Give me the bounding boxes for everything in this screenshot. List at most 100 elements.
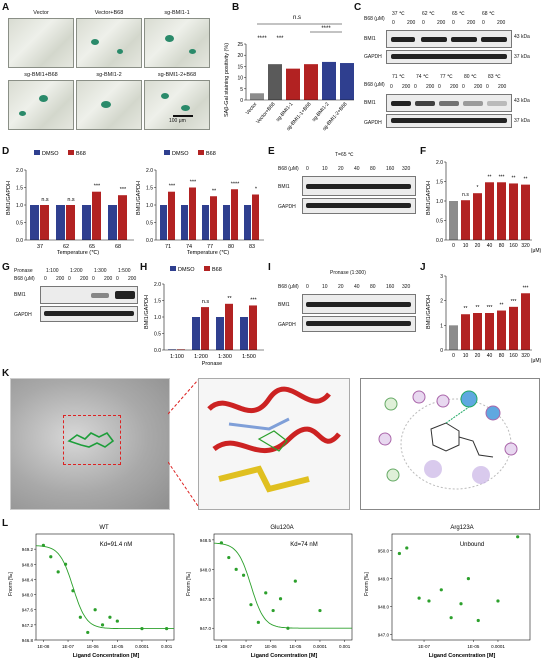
g-ratio-500: 1:500 bbox=[118, 268, 131, 274]
h-annot-1: n.s bbox=[202, 299, 210, 305]
h-bar-3-0 bbox=[240, 317, 248, 350]
f-bar-0 bbox=[449, 201, 458, 240]
g-blot-bmi1 bbox=[40, 286, 138, 304]
d2-bar-4-1 bbox=[252, 194, 259, 240]
g-ratio-100: 1:100 bbox=[46, 268, 59, 274]
l1-ytick-0: 946.8 bbox=[22, 638, 34, 643]
i-doses-2: 20 bbox=[338, 284, 344, 290]
d2-ytick-1: 0.5 bbox=[146, 221, 153, 227]
micro-caption: Vector+B68 bbox=[94, 10, 124, 16]
j-bar-4 bbox=[497, 310, 506, 350]
chart-d2: DMSO B68 BMI1/GAPDH 0.00.51.01.52.0******… bbox=[136, 150, 264, 256]
d2-bar-1-0 bbox=[181, 205, 188, 240]
j-ytick-0: 0 bbox=[440, 348, 443, 354]
d2-xtick-3: 80 bbox=[228, 244, 234, 250]
c-blot-bmi1-row2 bbox=[386, 94, 512, 112]
h-bar-3-1 bbox=[249, 305, 257, 350]
l1-point-9 bbox=[108, 615, 112, 619]
d2-annot-4: * bbox=[255, 187, 258, 193]
l2-point-9 bbox=[286, 626, 290, 630]
b-ytick-4: 20 bbox=[237, 53, 243, 59]
d1-bar-1-1 bbox=[66, 205, 75, 240]
d1-ytick-2: 1.0 bbox=[16, 203, 23, 209]
ribbon-structure-image bbox=[198, 378, 350, 510]
b-annot-3: *** bbox=[276, 36, 284, 42]
b-xtick-0: Vector bbox=[245, 101, 259, 116]
e-doses-3: 40 bbox=[354, 166, 360, 172]
h-annot-3: *** bbox=[250, 297, 257, 303]
l1-ytick-6: 949.2 bbox=[22, 547, 34, 552]
f-annot-2: * bbox=[477, 185, 479, 191]
e-doses-2: 20 bbox=[338, 166, 344, 172]
l2-point-10 bbox=[293, 579, 297, 583]
h-xtick-0: 1:100 bbox=[170, 354, 184, 360]
interaction-2d-diagram bbox=[360, 378, 540, 510]
legend-b68: B68 bbox=[76, 151, 86, 157]
l2-ylabel: Fnorm [‰] bbox=[186, 572, 192, 596]
d2-xtick-2: 77 bbox=[207, 244, 213, 250]
l1-ytick-5: 948.8 bbox=[22, 562, 34, 567]
l1-point-4 bbox=[71, 589, 75, 593]
b-annot-1: **** bbox=[321, 26, 331, 32]
l2-point-5 bbox=[256, 620, 260, 624]
l3-xtick-1: 1E-05 bbox=[467, 644, 480, 649]
j-annot-5: *** bbox=[511, 299, 517, 305]
b-ytick-0: 0 bbox=[240, 98, 243, 104]
l2-xtick-4: 0.0001 bbox=[313, 644, 327, 649]
e-gapdh-label: GAPDH bbox=[278, 204, 296, 210]
b-ytick-5: 25 bbox=[237, 42, 243, 48]
g-doses-6: 0 bbox=[116, 276, 119, 282]
h-annot-2: ** bbox=[227, 296, 232, 302]
c-bmi1-label-2: BMI1 bbox=[364, 100, 376, 106]
l2-point-2 bbox=[234, 567, 238, 571]
panel-label-k: K bbox=[2, 368, 10, 379]
legend-b68-swatch bbox=[204, 266, 210, 271]
c-row1-doses-3: 200 bbox=[437, 20, 446, 26]
l3-ytick-2: 949.0 bbox=[378, 577, 390, 582]
l1-xtick-0: 1E-08 bbox=[37, 644, 50, 649]
l3-xtick-0: 1E-07 bbox=[418, 644, 431, 649]
l2-ytick-2: 948.0 bbox=[200, 567, 212, 572]
f-ylabel: BMI1/GAPDH bbox=[426, 181, 432, 215]
zoom-lines bbox=[168, 379, 198, 507]
d1-bar-1-0 bbox=[56, 205, 65, 240]
c-row2-doses-6: 0 bbox=[462, 84, 465, 90]
c-dose-label-2: B68 (μM) bbox=[364, 82, 385, 88]
b-bar-2 bbox=[286, 68, 300, 100]
i-title: Pronase (1:300) bbox=[330, 270, 366, 276]
c-row1-doses-0: 0 bbox=[392, 20, 395, 26]
b-bar-1 bbox=[268, 64, 282, 100]
panel-label-j: J bbox=[420, 262, 426, 273]
d2-annot-1: *** bbox=[190, 180, 197, 186]
micro-caption: sg-BMI1-2+B68 bbox=[157, 72, 197, 78]
j-ytick-1: 1 bbox=[440, 323, 443, 329]
f-annot-6: ** bbox=[524, 177, 528, 183]
c-mw-37: 37 kDa bbox=[514, 54, 530, 60]
l1-ytick-1: 947.2 bbox=[22, 623, 34, 628]
e-dose-label: B68 (μM) bbox=[278, 166, 299, 172]
binding-site-box bbox=[63, 415, 121, 465]
f-xtick-0: 0 bbox=[452, 243, 455, 249]
j-xtick-0: 0 bbox=[452, 353, 455, 359]
b-yaxis: 0 5 10 15 20 25 bbox=[237, 42, 247, 104]
i-dose-label: B68 (μM) bbox=[278, 284, 299, 290]
l2-point-8 bbox=[278, 597, 283, 601]
l1-xtick-1: 1E-07 bbox=[62, 644, 75, 649]
f-ytick-3: 1.5 bbox=[436, 180, 443, 186]
b-ytick-1: 5 bbox=[240, 87, 243, 93]
l3-ytick-3: 950.0 bbox=[378, 549, 390, 554]
d2-xtick-1: 74 bbox=[186, 244, 192, 250]
j-xtick-5: 160 bbox=[509, 353, 518, 359]
micro-caption: sg-BMI1-1 bbox=[164, 10, 190, 16]
c-dose-label: B68 (μM) bbox=[364, 16, 385, 22]
l2-fit-curve bbox=[214, 542, 352, 629]
g-doses-5: 200 bbox=[104, 276, 113, 282]
l1-point-5 bbox=[78, 615, 82, 619]
l1-point-2 bbox=[56, 570, 60, 574]
l3-point-9 bbox=[496, 599, 500, 603]
j-xtick-2: 20 bbox=[475, 353, 481, 359]
f-bar-3 bbox=[485, 182, 494, 240]
l2-point-4 bbox=[249, 603, 253, 607]
h-ytick-0: 0.0 bbox=[154, 348, 161, 354]
